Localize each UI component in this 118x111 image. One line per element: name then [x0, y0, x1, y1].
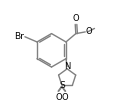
Text: S: S: [59, 81, 65, 90]
Text: O: O: [55, 93, 62, 102]
Text: Br: Br: [14, 32, 24, 41]
Text: N: N: [64, 62, 70, 71]
Text: O: O: [62, 93, 68, 102]
Text: O: O: [73, 14, 79, 23]
Text: O: O: [86, 27, 93, 36]
